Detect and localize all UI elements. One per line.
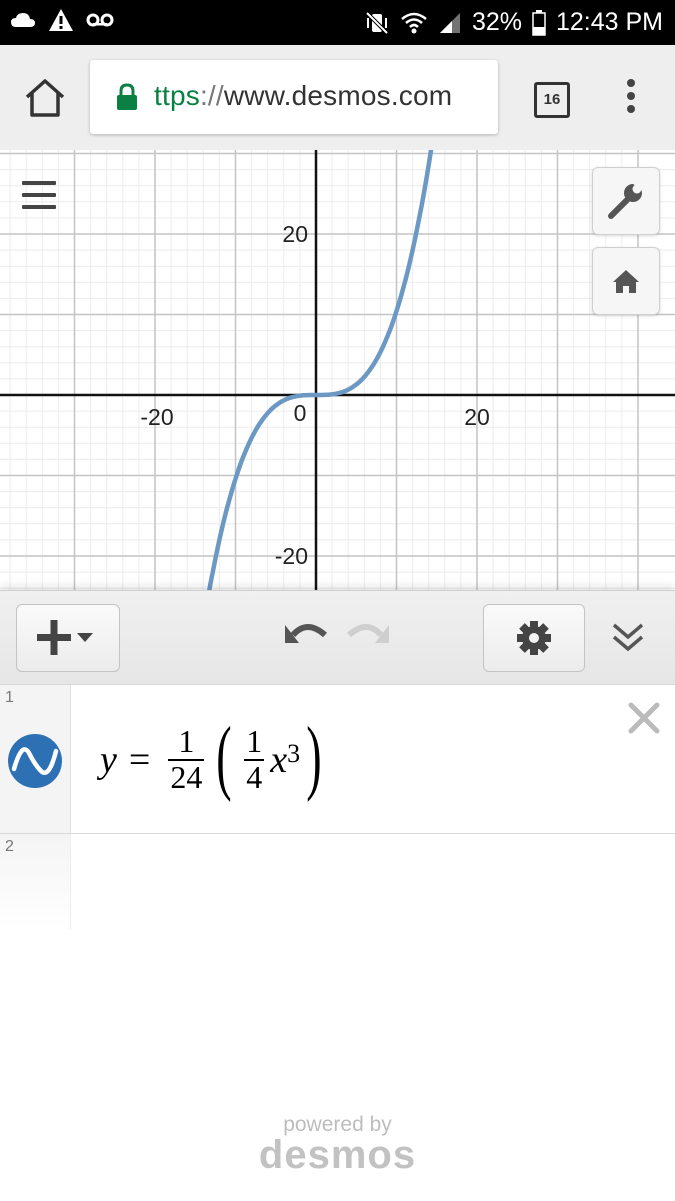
fraction-numerator: 1 [178, 723, 195, 760]
x-variable: x [270, 739, 288, 781]
x-tick-label-neg20: -20 [140, 404, 173, 430]
lock-icon [117, 83, 137, 110]
desmos-wordmark: desmos [258, 1133, 417, 1177]
redo-icon[interactable] [343, 613, 391, 653]
y-tick-label-neg20: -20 [275, 543, 308, 569]
battery-percent: 32% [471, 8, 522, 36]
clock: 12:43 PM [555, 8, 663, 36]
graph-canvas[interactable]: -20 0 20 20 -20 [0, 150, 675, 590]
expression-number: 2 [5, 838, 14, 855]
fraction-denominator: 24 [168, 759, 205, 795]
url-separator: :// [199, 80, 224, 111]
default-zoom-button[interactable] [592, 247, 660, 315]
browser-toolbar: ttps://www.desmos.com 16 [0, 45, 675, 150]
url-text: ttps://www.desmos.com [154, 80, 452, 112]
undo-icon[interactable] [283, 613, 331, 653]
home-icon[interactable] [22, 77, 68, 119]
home-icon [613, 270, 639, 293]
settings-button[interactable] [483, 604, 585, 672]
exponent: 3 [287, 739, 301, 768]
expression-toolbar [0, 590, 675, 685]
tab-switcher-button[interactable]: 16 [534, 82, 570, 118]
wifi-icon [401, 12, 427, 33]
graph-paper[interactable]: -20 0 20 20 -20 [0, 150, 675, 590]
fraction-one-quarter: 1 4 [244, 723, 265, 795]
y-tick-label-20: 20 [282, 221, 308, 247]
fraction-numerator: 1 [246, 723, 263, 760]
expression-number: 1 [5, 689, 14, 706]
expression-row-empty[interactable]: 2 [0, 834, 675, 929]
status-bar: 32% 12:43 PM [0, 0, 675, 45]
chevron-down-icon [77, 633, 93, 642]
curve-expression-1 [207, 150, 434, 590]
wrench-icon [608, 179, 645, 219]
cloud-icon [11, 13, 35, 27]
add-item-button[interactable] [16, 604, 120, 672]
battery-icon [532, 9, 546, 36]
powered-by-desmos-logo[interactable]: powered by desmos [0, 1113, 675, 1178]
vibrate-mute-icon [365, 11, 389, 34]
fraction-denominator: 4 [244, 759, 265, 795]
x-tick-label-0: 0 [294, 400, 307, 426]
powered-by-label: powered by [283, 1113, 392, 1136]
x-tick-label-20: 20 [464, 404, 490, 430]
fraction-one-24th: 1 24 [168, 723, 205, 795]
warning-icon [49, 9, 73, 31]
collapse-double-chevron-icon[interactable] [610, 619, 646, 655]
graph-color-icon[interactable] [7, 733, 63, 789]
equals-sign: = [128, 739, 151, 781]
delete-expression-icon[interactable] [627, 701, 661, 735]
close-paren: ) [306, 710, 322, 803]
overflow-menu-icon[interactable] [626, 79, 636, 119]
graph-settings-button[interactable] [592, 167, 660, 235]
expression-gutter: 1 [0, 685, 71, 833]
open-paren: ( [216, 710, 233, 803]
url-host: www.desmos.com [223, 80, 453, 111]
url-scheme: ttps [154, 80, 200, 111]
gear-icon [517, 621, 551, 655]
y-variable: y [100, 739, 117, 781]
expression-gutter: 2 [0, 834, 71, 929]
address-bar[interactable]: ttps://www.desmos.com [90, 60, 498, 134]
voicemail-icon [86, 13, 114, 27]
expression-list-toggle-icon[interactable] [22, 181, 56, 211]
signal-icon [439, 12, 460, 33]
plus-icon [37, 620, 93, 655]
